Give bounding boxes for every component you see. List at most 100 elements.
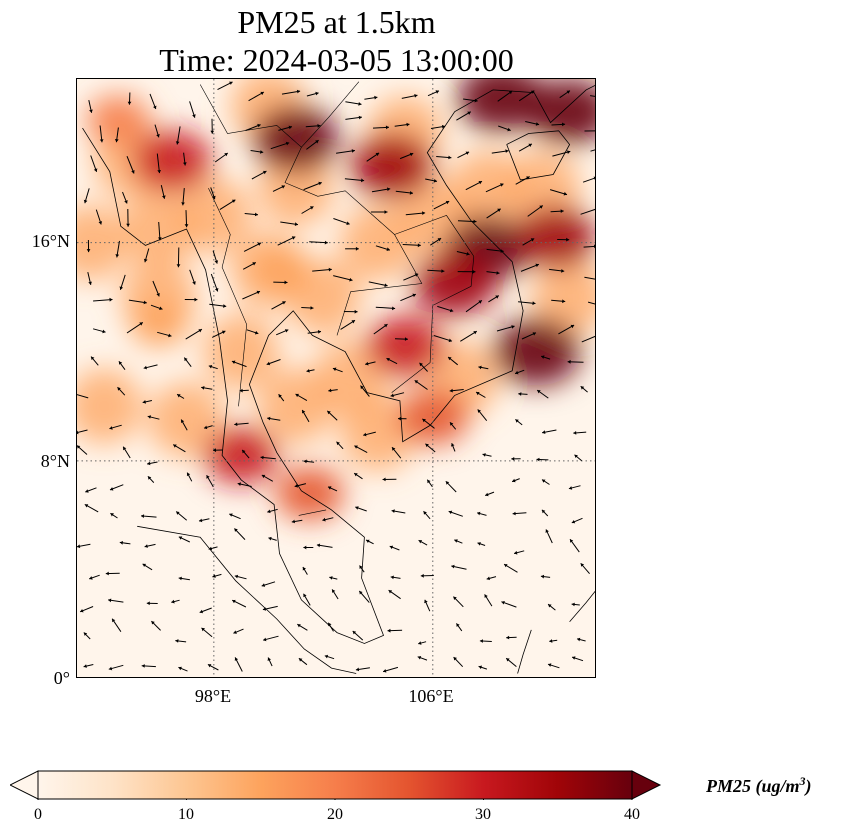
pm25-haze-blob — [531, 259, 595, 336]
wind-arrow-head — [86, 249, 91, 253]
wind-arrow-head — [571, 602, 575, 607]
wind-arrow-shaft — [375, 306, 396, 309]
wind-arrow-head — [512, 478, 516, 483]
wind-arrow-head — [201, 386, 205, 390]
wind-arrow-head — [417, 656, 422, 660]
wind-arrow-head — [537, 390, 541, 394]
wind-arrow-head — [545, 529, 549, 533]
wind-arrow-head — [77, 430, 79, 435]
colorbar-tick-label-30: 30 — [475, 806, 491, 823]
wind-arrow-head — [147, 461, 151, 466]
wind-arrow-head — [242, 449, 246, 454]
wind-arrow-head — [316, 543, 321, 548]
wind-arrow-head — [89, 576, 93, 580]
wind-arrow-head — [482, 453, 486, 457]
wind-arrow-head — [496, 271, 500, 275]
wind-arrow-head — [518, 392, 522, 396]
wind-arrow-head — [324, 240, 328, 245]
wind-arrow-head — [233, 630, 237, 634]
wind-arrow-head — [474, 98, 478, 103]
country-border — [298, 509, 327, 516]
wind-arrow-head — [541, 355, 545, 359]
country-border — [208, 187, 248, 407]
wind-arrow-head — [392, 306, 396, 311]
wind-arrow-head — [223, 304, 227, 308]
wind-arrow-head — [284, 280, 288, 285]
wind-arrow-head — [515, 419, 519, 423]
wind-arrow-head — [303, 545, 307, 550]
wind-arrow-head — [83, 632, 88, 636]
wind-arrow-shaft — [371, 188, 391, 193]
wind-arrow-head — [409, 152, 414, 157]
wind-arrow-shaft — [303, 182, 322, 191]
wind-arrow-shaft — [243, 242, 262, 252]
wind-arrow-head — [229, 513, 233, 517]
wind-arrow-head — [571, 520, 576, 524]
wind-arrow-shaft — [496, 325, 515, 332]
pm25-hotspot — [86, 94, 151, 145]
wind-arrow-head — [267, 657, 271, 661]
wind-arrow-head — [548, 604, 552, 608]
wind-arrow-shaft — [270, 142, 290, 150]
wind-arrow-head — [102, 329, 106, 334]
wind-arrow-head — [93, 168, 98, 172]
country-border — [391, 215, 475, 393]
lon-tick-label-106e: 106°E — [408, 686, 454, 706]
colorbar-tick-label-40: 40 — [624, 806, 640, 823]
wind-arrow-head — [237, 482, 241, 486]
wind-arrow-head — [80, 609, 84, 613]
wind-arrow-head — [467, 111, 471, 115]
pm25-hotspot — [526, 79, 595, 145]
wind-arrow-head — [234, 574, 239, 579]
wind-arrow-head — [115, 254, 120, 258]
wind-arrow-head — [354, 309, 358, 314]
wind-arrow-head — [596, 207, 597, 211]
wind-arrow-head — [112, 618, 116, 623]
wind-arrow-head — [478, 665, 482, 670]
wind-arrow-head — [212, 574, 216, 578]
map-plot-area[interactable] — [76, 78, 596, 678]
wind-arrow-head — [317, 330, 321, 334]
wind-arrow-head — [449, 388, 453, 393]
wind-arrow-head — [192, 281, 196, 285]
wind-arrow-head — [151, 621, 155, 625]
wind-arrow-head — [303, 459, 307, 464]
wind-arrow-shaft — [176, 126, 181, 145]
wind-arrow-head — [501, 601, 505, 605]
wind-arrow-head — [214, 260, 219, 264]
wind-arrow-head — [420, 573, 424, 578]
wind-arrow-head — [178, 576, 182, 581]
pm25-field-layer — [77, 79, 595, 521]
wind-arrow-head — [542, 479, 546, 483]
wind-arrow-head — [322, 517, 326, 522]
wind-arrow-head — [254, 212, 258, 217]
wind-arrow-head — [302, 567, 306, 571]
wind-arrow-head — [451, 443, 455, 447]
wind-arrow-head — [384, 210, 388, 214]
pm25-hotspot — [133, 130, 212, 192]
wind-arrow-head — [105, 571, 109, 576]
wind-arrow-head — [294, 222, 298, 226]
wind-arrow-head — [158, 237, 162, 241]
wind-arrow-head — [385, 125, 389, 130]
wind-arrow-shaft — [158, 221, 161, 241]
coastline — [569, 590, 595, 622]
wind-arrow-shaft — [185, 328, 203, 340]
wind-arrow-head — [540, 574, 545, 579]
wind-arrow-head — [500, 249, 504, 253]
wind-arrow-head — [159, 306, 163, 310]
pm25-hotspot — [492, 317, 581, 386]
wind-arrow-shaft — [312, 268, 332, 272]
wind-arrow-head — [175, 141, 180, 145]
wind-arrow-head — [404, 337, 408, 341]
wind-arrow-head — [310, 206, 314, 210]
wind-arrow-head — [77, 445, 81, 449]
wind-arrow-head — [117, 387, 121, 391]
wind-arrow-head — [390, 575, 394, 580]
wind-arrow-head — [453, 596, 457, 600]
wind-arrow-head — [114, 139, 119, 143]
wind-arrow-head — [252, 262, 256, 266]
wind-arrow-shaft — [277, 236, 296, 246]
wind-arrow-shaft — [77, 394, 89, 399]
wind-arrow-head — [327, 410, 331, 415]
